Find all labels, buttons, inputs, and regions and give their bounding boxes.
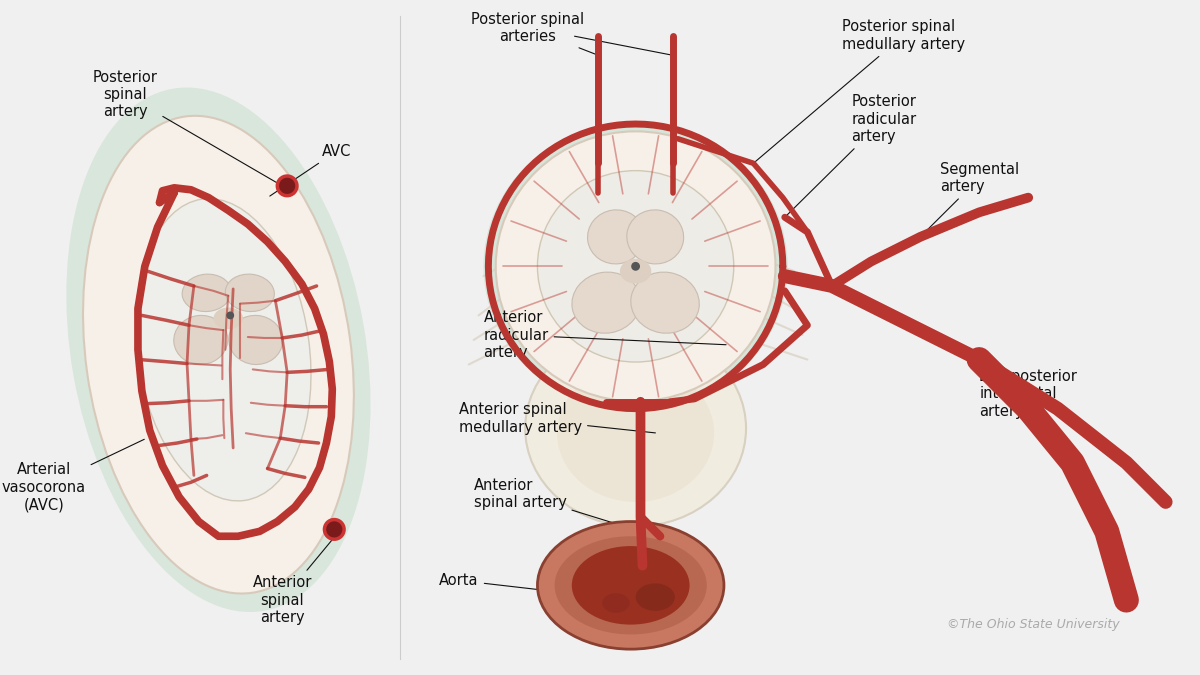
- Text: Posterior spinal
medullary artery: Posterior spinal medullary artery: [756, 20, 965, 161]
- Text: Posterior
spinal
artery: Posterior spinal artery: [92, 70, 280, 184]
- Ellipse shape: [588, 210, 644, 264]
- Ellipse shape: [626, 210, 684, 264]
- Text: Posterior spinal
arteries: Posterior spinal arteries: [472, 11, 595, 54]
- Ellipse shape: [572, 272, 641, 333]
- Ellipse shape: [174, 315, 228, 364]
- Ellipse shape: [526, 330, 746, 526]
- Ellipse shape: [277, 176, 296, 196]
- Text: Anterior
spinal artery: Anterior spinal artery: [474, 478, 638, 531]
- Ellipse shape: [538, 522, 724, 649]
- Ellipse shape: [66, 88, 371, 612]
- Ellipse shape: [620, 259, 652, 284]
- Ellipse shape: [631, 262, 640, 271]
- Ellipse shape: [631, 272, 700, 333]
- Ellipse shape: [136, 198, 311, 501]
- Text: ©The Ohio State University: ©The Ohio State University: [947, 618, 1120, 631]
- Text: Segmental
artery: Segmental artery: [923, 162, 1019, 235]
- Text: Anterior
spinal
artery: Anterior spinal artery: [252, 539, 332, 625]
- Text: Aorta: Aorta: [439, 573, 541, 590]
- Ellipse shape: [496, 132, 775, 402]
- Ellipse shape: [182, 274, 232, 312]
- Ellipse shape: [227, 311, 234, 319]
- Ellipse shape: [83, 116, 354, 593]
- Ellipse shape: [538, 171, 733, 362]
- Text: Anterior spinal
medullary artery: Anterior spinal medullary artery: [458, 402, 655, 435]
- Text: Left posterior
intercostal
artery: Left posterior intercostal artery: [979, 369, 1078, 460]
- Ellipse shape: [214, 308, 242, 329]
- Text: Anterior
radicular
artery: Anterior radicular artery: [484, 310, 726, 360]
- Ellipse shape: [557, 364, 714, 502]
- Ellipse shape: [636, 583, 674, 611]
- Text: AVC: AVC: [270, 144, 350, 196]
- Text: Arterial
vasocorona
(AVC): Arterial vasocorona (AVC): [1, 439, 144, 512]
- Ellipse shape: [554, 536, 707, 634]
- Text: Posterior
radicular
artery: Posterior radicular artery: [787, 95, 917, 215]
- Ellipse shape: [602, 593, 630, 613]
- Ellipse shape: [571, 546, 690, 624]
- Ellipse shape: [229, 315, 283, 364]
- Ellipse shape: [484, 122, 787, 411]
- Ellipse shape: [324, 520, 344, 539]
- Ellipse shape: [226, 274, 275, 312]
